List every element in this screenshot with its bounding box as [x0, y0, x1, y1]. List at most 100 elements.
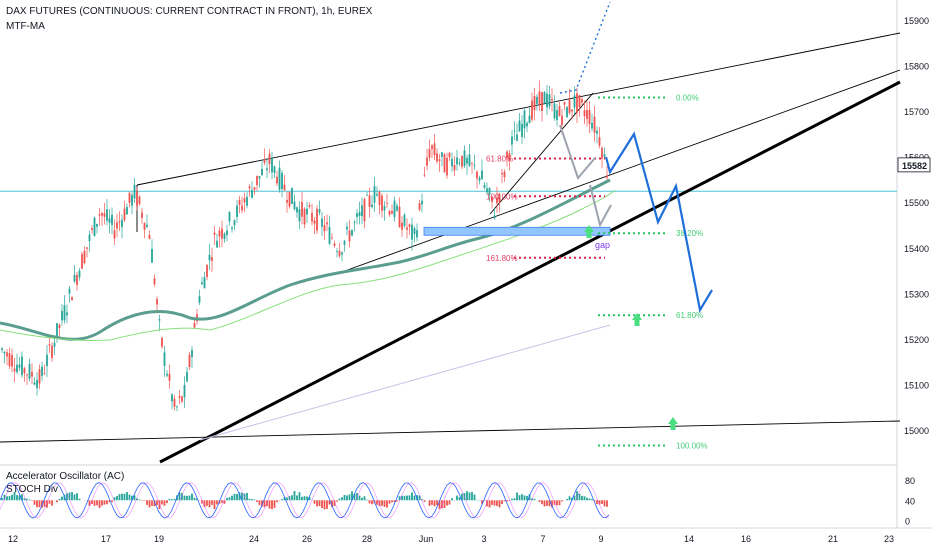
candle-body [606, 175, 608, 178]
candle-body [8, 353, 11, 367]
candle-body [488, 187, 491, 195]
candle-body [131, 194, 133, 206]
candle-body [433, 143, 436, 156]
pullback-arrow-1 [559, 124, 596, 180]
oscillator-bar [583, 496, 586, 501]
oscillator-bar [58, 498, 61, 501]
candle-body [276, 176, 278, 184]
oscillator-bar [96, 500, 98, 506]
oscillator-bar [411, 492, 413, 501]
pullback-arrow-2 [589, 184, 612, 228]
oscillator-bar [558, 500, 561, 506]
candle-body [211, 257, 213, 261]
gap-annotation: gap [595, 240, 610, 250]
oscillator-bar [128, 494, 131, 501]
oscillator-bar [561, 500, 563, 502]
oscillator-bar [238, 492, 241, 501]
candle-body [151, 248, 153, 263]
candle-body [233, 220, 236, 226]
oscillator-bar [451, 498, 453, 501]
candle-body [383, 206, 386, 211]
oscillator-bar [371, 500, 373, 505]
up-arrow-icon [668, 417, 678, 424]
oscillator-bar [423, 500, 426, 502]
candle-body [371, 204, 373, 208]
oscillator-bar [513, 498, 516, 501]
candle-body [316, 208, 318, 231]
candle-body [468, 154, 471, 166]
candle-body [83, 250, 86, 264]
candle-body [331, 237, 333, 239]
oscillator-bar [593, 500, 596, 502]
candle-body [411, 224, 413, 240]
candle-body [328, 226, 331, 244]
oscillator-bar [261, 500, 263, 507]
oscillator-bar [568, 496, 571, 501]
oscillator-bar [581, 495, 583, 501]
up-arrow-stem [670, 424, 676, 430]
oscillator-bar [126, 491, 128, 501]
oscillator-bar [366, 499, 368, 501]
price-tick-label: 15100 [904, 380, 929, 390]
fib-level-label: 61.80% [486, 154, 513, 163]
price-tick-label: 15300 [904, 289, 929, 299]
candle-body [111, 214, 113, 225]
candle-body [451, 158, 453, 167]
oscillator-bar [438, 500, 441, 509]
oscillator-bar [551, 500, 553, 508]
oscillator-bar [206, 500, 208, 506]
candle-body [41, 366, 43, 376]
oscillator-bar [543, 500, 546, 507]
oscillator-bar [188, 495, 191, 501]
candle-body [21, 356, 23, 376]
oscillator-bar [48, 500, 51, 504]
candle-body [221, 228, 223, 239]
candle-body [11, 355, 13, 367]
candle-body [281, 172, 283, 190]
oscillator-bar [456, 495, 458, 501]
candle-body [1, 348, 3, 351]
oscillator-bar [181, 492, 183, 501]
time-tick-label: 21 [828, 534, 838, 544]
candle-body [201, 282, 203, 285]
candle-body [483, 184, 486, 188]
candle-body [128, 192, 131, 203]
candle-body [463, 150, 466, 166]
candle-body [563, 102, 566, 105]
candle-body [528, 115, 531, 124]
candle-body [311, 212, 313, 222]
oscillator-bar [486, 500, 488, 507]
oscillator-bar [118, 494, 121, 501]
oscillator-bar [518, 495, 521, 501]
oscillator-bar [286, 497, 288, 501]
candle-body [133, 184, 136, 199]
candle-body [578, 95, 581, 107]
oscillator-bar [446, 500, 448, 506]
candle-body [231, 227, 233, 229]
oscillator-bar [358, 495, 361, 501]
candle-body [391, 210, 393, 214]
oscillator-bar [61, 496, 63, 501]
time-tick-label: 14 [684, 534, 694, 544]
candle-body [443, 154, 446, 173]
oscillator-bar [511, 498, 513, 501]
candle-body [591, 122, 593, 129]
candle-body [268, 153, 271, 164]
oscillator-bar [413, 495, 416, 501]
oscillator-bar [173, 498, 176, 501]
candle-body [141, 212, 143, 218]
oscillator-bar [246, 492, 248, 501]
candle-body [71, 297, 73, 301]
candle-body [393, 200, 396, 218]
candle-body [598, 137, 601, 146]
oscillator-bar [296, 495, 298, 501]
candle-body [376, 194, 378, 196]
candle-body [98, 214, 101, 216]
oscillator-bar [271, 500, 273, 510]
oscillator-bar [223, 500, 226, 504]
candle-body [428, 149, 431, 158]
candle-body [173, 398, 176, 407]
oscillator-bar [213, 500, 216, 510]
candle-body [146, 224, 148, 227]
